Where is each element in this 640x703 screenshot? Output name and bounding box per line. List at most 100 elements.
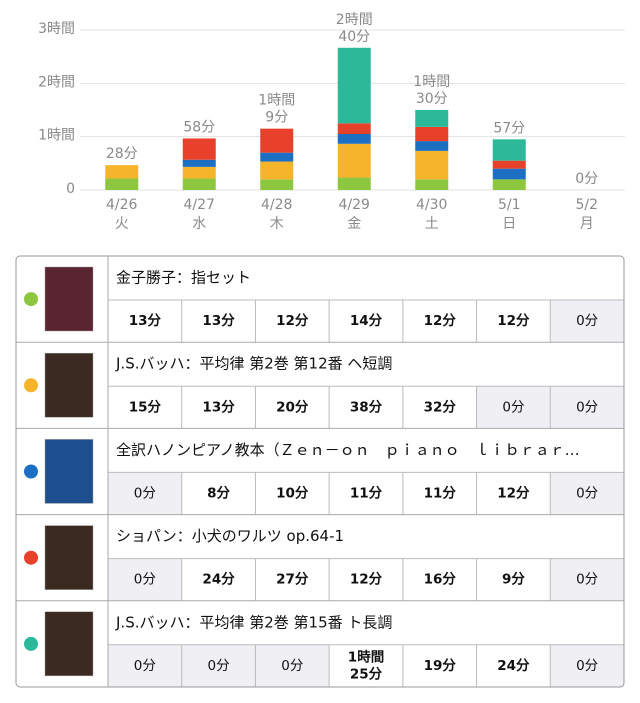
bar-segment <box>182 178 216 190</box>
cell <box>108 472 182 515</box>
piece-title: 金子勝子：指セット <box>116 269 251 287</box>
cell <box>329 558 403 601</box>
weekday-label: 金 <box>347 216 361 232</box>
cell-label: 14分 <box>350 313 383 329</box>
cell-label: 24分 <box>497 658 530 674</box>
cell-label: 13分 <box>202 399 235 415</box>
cell-label: 9分 <box>502 572 525 588</box>
bar-segment <box>337 177 371 190</box>
x-tick-label: 4/28 <box>261 197 292 213</box>
total-label: 57分 <box>493 120 525 136</box>
cell-label: 10分 <box>276 486 309 502</box>
weekday-label: 水 <box>192 216 206 232</box>
x-tick-label: 4/27 <box>184 197 215 213</box>
cell <box>402 558 477 601</box>
cell-label: 24分 <box>202 572 235 588</box>
piece-title: J.S.バッハ：平均律 第2巻 第15番 ト長調 <box>115 613 392 631</box>
cell <box>550 300 624 343</box>
cell <box>329 300 403 343</box>
cell <box>181 558 256 601</box>
x-tick-label: 5/1 <box>498 197 521 213</box>
weekday-label: 木 <box>270 216 284 232</box>
cell <box>181 386 256 429</box>
cell <box>402 300 477 343</box>
total-label: 58分 <box>183 119 215 135</box>
y-tick-label: 2時間 <box>38 74 75 90</box>
cell <box>550 558 624 601</box>
bar-segment <box>492 179 526 190</box>
legend-dot <box>24 636 38 651</box>
cell <box>402 644 477 687</box>
cell-label: 15分 <box>129 399 162 415</box>
legend-dot <box>24 464 38 479</box>
cell-label: 25分 <box>350 666 383 682</box>
cell-label: 0分 <box>576 399 598 415</box>
legend-dot <box>24 378 38 393</box>
cell-label: 11分 <box>424 486 457 502</box>
weekday-label: 月 <box>580 216 594 232</box>
bar-segment <box>415 141 449 151</box>
thumbnail <box>44 525 94 590</box>
bar-segment <box>415 179 449 190</box>
cell <box>255 558 330 601</box>
x-tick-label: 4/26 <box>106 197 138 213</box>
cell-label: 11分 <box>350 486 383 502</box>
bar-segment <box>492 168 526 180</box>
cell-label: 27分 <box>276 572 309 588</box>
cell-label: 0分 <box>502 399 524 415</box>
cell-label: 0分 <box>576 486 598 502</box>
cell <box>402 386 477 429</box>
cell <box>255 472 330 515</box>
cell <box>108 644 182 687</box>
cell <box>476 472 551 515</box>
total-label: 2時間 <box>336 12 373 28</box>
bar-segment <box>182 166 216 179</box>
bar-segment <box>260 152 294 162</box>
x-tick-label: 4/29 <box>339 197 370 213</box>
cell-label: 13分 <box>129 313 162 329</box>
bar-segment <box>415 110 449 127</box>
total-label: 0分 <box>575 171 598 187</box>
cell-label: 0分 <box>208 658 230 674</box>
bar-segment <box>182 138 216 160</box>
cell <box>476 300 551 343</box>
piece-title: ショパン：小犬のワルツ op.64-1 <box>116 527 344 545</box>
cell-label: 0分 <box>134 486 156 502</box>
cell-label: 16分 <box>424 572 457 588</box>
bar-segment <box>337 47 371 124</box>
total-label: 28分 <box>106 146 138 162</box>
x-tick-label: 4/30 <box>416 197 447 213</box>
cell <box>108 300 182 343</box>
cell <box>255 300 330 343</box>
cell-label: 0分 <box>576 572 598 588</box>
bar-segment <box>260 161 294 180</box>
legend-dot <box>24 292 38 307</box>
cell-label: 8分 <box>207 486 230 502</box>
bar-segment <box>260 179 294 190</box>
cell <box>108 558 182 601</box>
cell-label: 38分 <box>350 399 383 415</box>
cell-label: 0分 <box>576 658 598 674</box>
legend-dot <box>24 550 38 565</box>
total-label: 1時間 <box>413 74 450 90</box>
thumbnail <box>44 352 94 418</box>
cell-label: 20分 <box>276 399 309 415</box>
bar-segment <box>337 143 371 178</box>
thumbnail <box>44 266 94 332</box>
cell-label: 0分 <box>134 572 156 588</box>
cell-label: 12分 <box>276 313 309 329</box>
bar-segment <box>337 134 371 144</box>
bar-segment <box>492 139 526 161</box>
bar-segment <box>415 126 449 142</box>
cell-label: 0分 <box>576 313 598 329</box>
bar-segment <box>337 123 371 134</box>
cell-label: 12分 <box>424 313 457 329</box>
cell <box>550 644 624 687</box>
cell-label: 0分 <box>134 658 156 674</box>
cell-label: 19分 <box>424 658 457 674</box>
total-label: 40分 <box>338 29 370 45</box>
bar-segment <box>105 165 139 179</box>
cell <box>329 644 403 687</box>
bar-segment <box>492 160 526 169</box>
